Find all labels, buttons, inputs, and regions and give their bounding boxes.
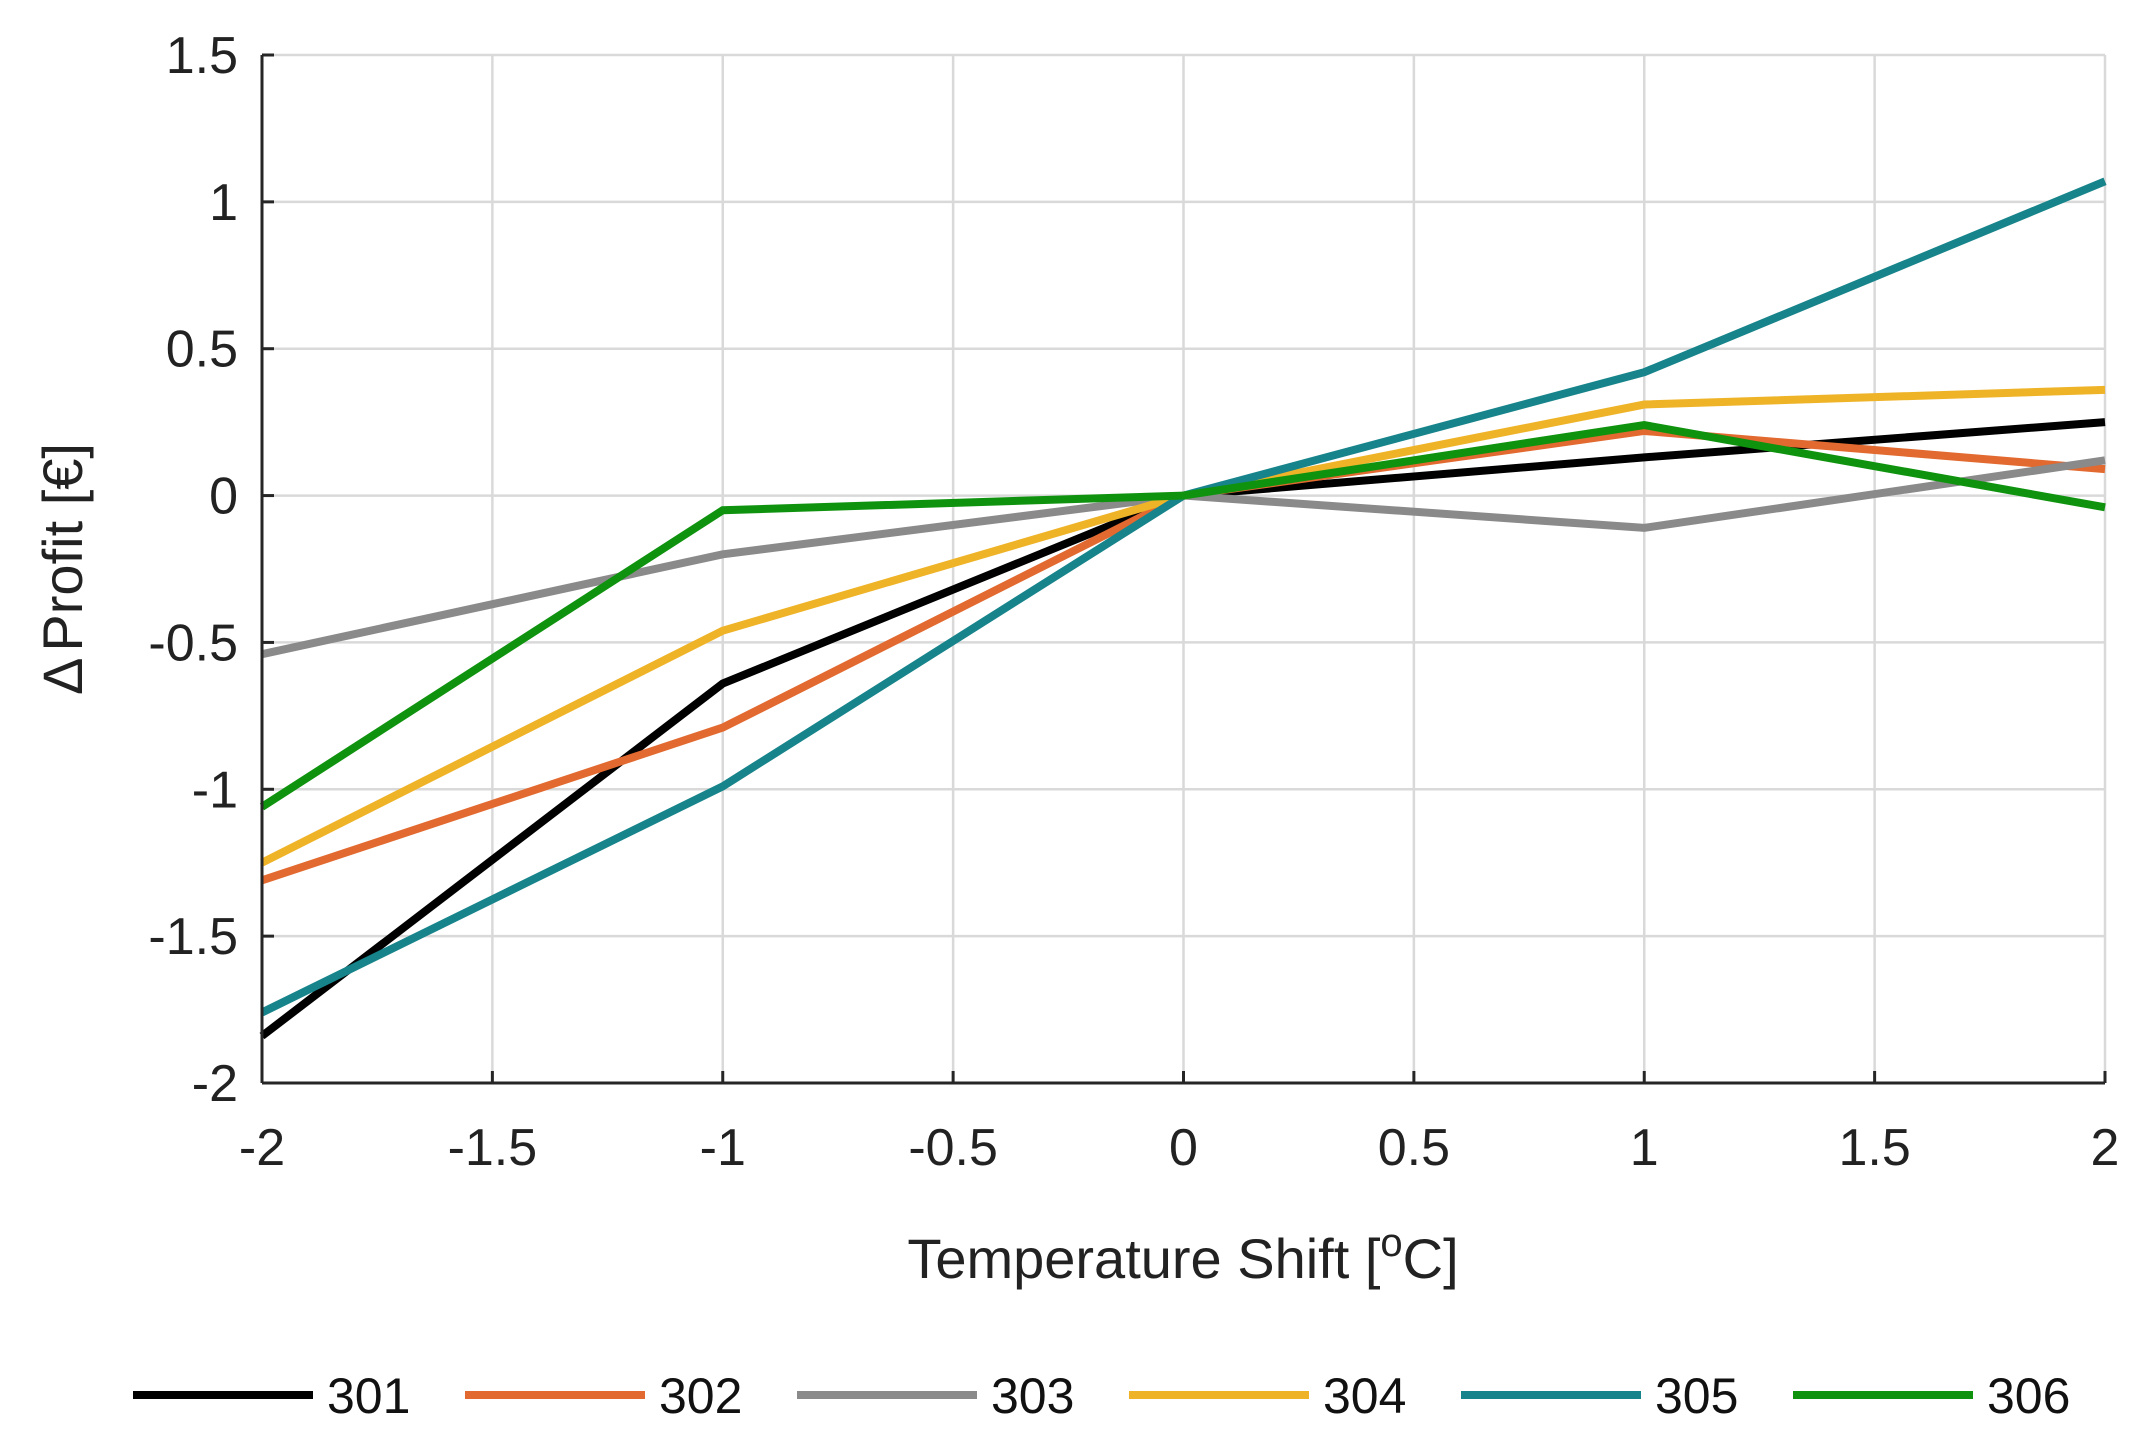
x-tick-label: -1 bbox=[700, 1119, 746, 1177]
legend-label: 302 bbox=[659, 1368, 742, 1424]
y-tick-labels: -2 -1.5 -1 -0.5 0 0.5 1 1.5 bbox=[148, 27, 238, 1113]
y-tick-label: 0 bbox=[209, 468, 238, 526]
x-tick-label: -2 bbox=[239, 1119, 285, 1177]
y-tick-label: -2 bbox=[192, 1055, 238, 1113]
series-lines bbox=[259, 177, 2107, 1040]
legend-label: 305 bbox=[1655, 1368, 1738, 1424]
x-tick-label: 0.5 bbox=[1378, 1119, 1450, 1177]
y-tick-label: -1.5 bbox=[148, 908, 238, 966]
delta-symbol: Δ bbox=[31, 658, 94, 695]
x-axis-title: Temperature Shift [oC] bbox=[907, 1221, 1458, 1290]
legend-item-303: 303 bbox=[797, 1368, 1074, 1424]
series-line-306 bbox=[259, 421, 2106, 811]
legend-label: 301 bbox=[327, 1368, 410, 1424]
legend-label: 306 bbox=[1987, 1368, 2070, 1424]
grid bbox=[260, 53, 2107, 1085]
x-tick-label: 1.5 bbox=[1838, 1119, 1910, 1177]
legend-item-302: 302 bbox=[465, 1368, 742, 1424]
y-tick-label: 1 bbox=[209, 174, 238, 232]
legend: 301 302 303 304 305 306 bbox=[133, 1368, 2070, 1424]
x-tick-label: 0 bbox=[1169, 1119, 1198, 1177]
x-tick-label: 1 bbox=[1630, 1119, 1659, 1177]
legend-item-306: 306 bbox=[1793, 1368, 2070, 1424]
x-tick-label: -1.5 bbox=[448, 1119, 538, 1177]
degree-superscript: o bbox=[1380, 1221, 1402, 1265]
legend-item-301: 301 bbox=[133, 1368, 410, 1424]
legend-label: 304 bbox=[1323, 1368, 1406, 1424]
legend-item-304: 304 bbox=[1129, 1368, 1406, 1424]
y-tick-label: -1 bbox=[192, 761, 238, 819]
x-tick-labels: -2 -1.5 -1 -0.5 0 0.5 1 1.5 2 bbox=[239, 1119, 2120, 1177]
x-tick-label: 2 bbox=[2091, 1119, 2120, 1177]
axes bbox=[260, 55, 2105, 1085]
y-tick-label: 0.5 bbox=[166, 321, 238, 379]
legend-label: 303 bbox=[991, 1368, 1074, 1424]
y-tick-label: 1.5 bbox=[166, 27, 238, 85]
y-axis-title: ΔProfit [€] bbox=[31, 443, 94, 695]
legend-item-305: 305 bbox=[1461, 1368, 1738, 1424]
x-tick-label: -0.5 bbox=[908, 1119, 998, 1177]
y-tick-label: -0.5 bbox=[148, 614, 238, 672]
